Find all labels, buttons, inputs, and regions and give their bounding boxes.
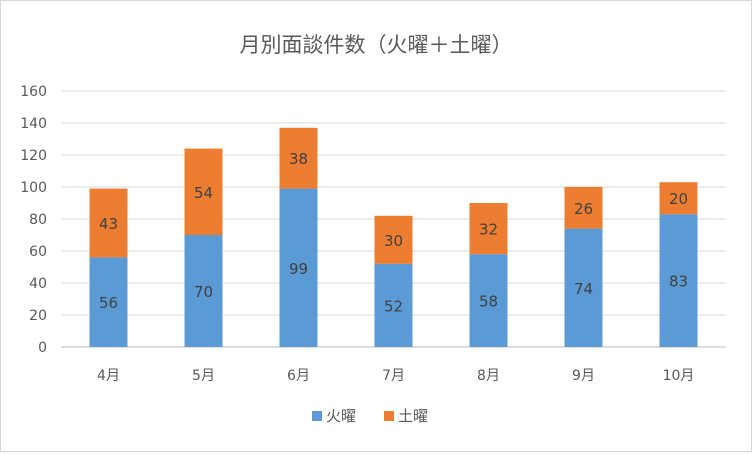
bar-saturday <box>659 182 698 215</box>
y-tick-label: 160 <box>20 84 47 100</box>
y-tick-label: 40 <box>29 276 47 292</box>
data-label: 83 <box>669 273 688 291</box>
bar-saturday <box>89 188 128 258</box>
data-label: 54 <box>194 184 213 202</box>
data-label: 30 <box>384 232 403 250</box>
legend-label: 土曜 <box>398 407 428 425</box>
data-label: 43 <box>99 215 118 233</box>
data-label: 20 <box>669 190 688 208</box>
bar-tuesday <box>469 254 508 347</box>
y-tick-label: 20 <box>29 308 47 324</box>
x-tick-label: 6月 <box>287 368 310 384</box>
data-label: 26 <box>574 200 593 218</box>
legend-swatch <box>384 411 394 421</box>
bar-saturday <box>469 203 508 255</box>
x-tick-label: 7月 <box>382 368 405 384</box>
y-tick-label: 60 <box>29 244 47 260</box>
legend-label: 火曜 <box>326 407 356 425</box>
bar-tuesday <box>659 214 698 347</box>
y-tick-label: 0 <box>38 340 47 356</box>
bar-saturday <box>184 148 223 235</box>
bar-tuesday <box>564 228 603 347</box>
bar-tuesday <box>89 257 128 347</box>
data-label: 56 <box>99 294 118 312</box>
y-tick-label: 120 <box>20 148 47 164</box>
bars <box>89 127 698 347</box>
bar-saturday <box>374 215 413 264</box>
bar-tuesday <box>184 235 223 347</box>
x-tick-label: 4月 <box>97 368 120 384</box>
data-labels: 56 43 70 54 99 38 52 30 58 32 74 26 83 20 <box>99 150 688 315</box>
x-axis: 4月 5月 6月 7月 8月 9月 10月 <box>97 368 694 384</box>
y-tick-label: 80 <box>29 212 47 228</box>
bar-saturday <box>279 127 318 189</box>
data-label: 52 <box>384 297 403 315</box>
legend: 火曜 土曜 <box>312 407 428 425</box>
data-label: 70 <box>194 283 213 301</box>
data-label: 38 <box>289 150 308 168</box>
data-label: 32 <box>479 221 498 239</box>
y-tick-label: 140 <box>20 116 47 132</box>
y-tick-label: 100 <box>20 180 47 196</box>
data-label: 99 <box>289 260 308 278</box>
x-tick-label: 10月 <box>663 368 695 384</box>
data-label: 58 <box>479 293 498 311</box>
bar-tuesday <box>279 188 318 347</box>
x-tick-label: 9月 <box>572 368 595 384</box>
data-label: 74 <box>574 280 593 298</box>
chart-title: 月別面談件数（火曜＋土曜） <box>240 33 513 57</box>
x-tick-label: 5月 <box>192 368 215 384</box>
x-tick-label: 8月 <box>477 368 500 384</box>
bar-saturday <box>564 187 603 229</box>
legend-swatch <box>312 411 322 421</box>
bar-tuesday <box>374 263 413 347</box>
y-axis: 0 20 40 60 80 100 120 140 160 <box>20 84 47 356</box>
